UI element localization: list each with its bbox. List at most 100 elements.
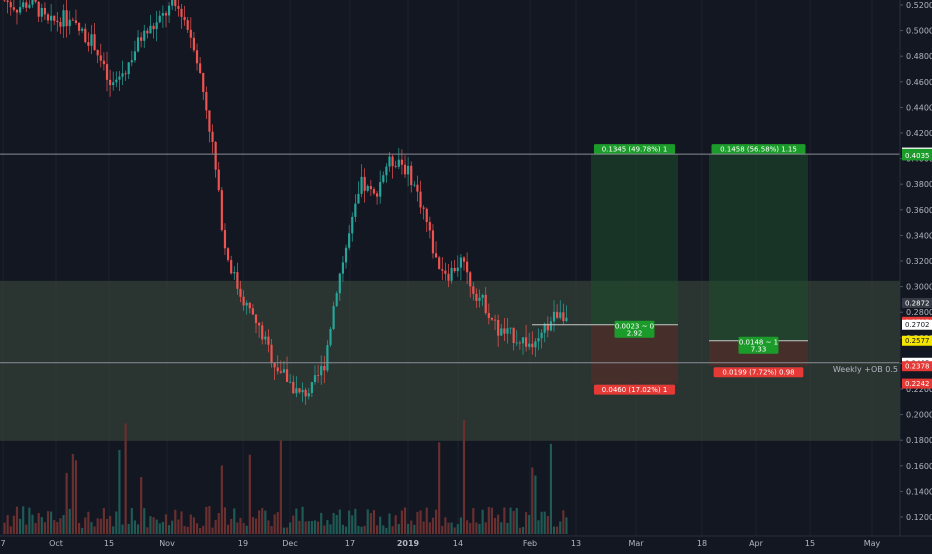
candle-body	[549, 321, 553, 331]
candle-body	[323, 365, 326, 371]
y-tick-label: 0.3200	[906, 257, 932, 266]
candle-body	[484, 294, 487, 314]
volume-bar	[105, 518, 109, 534]
candle-body	[509, 327, 512, 329]
volume-bar	[304, 521, 307, 534]
candle-body	[276, 367, 279, 372]
volume-bar	[28, 507, 31, 534]
x-tick-label: 18	[697, 539, 707, 548]
price-axis-panel[interactable]	[900, 0, 932, 550]
candle-body	[124, 73, 127, 75]
volume-bar	[177, 519, 180, 534]
candle-body	[493, 319, 497, 321]
volume-bar	[264, 510, 267, 534]
time-axis-panel[interactable]	[0, 536, 932, 550]
volume-bar	[270, 526, 273, 534]
volume-bar	[518, 527, 521, 534]
volume-bar	[31, 514, 34, 534]
volume-bar	[68, 508, 71, 534]
candle-body	[121, 73, 124, 77]
volume-bar	[43, 522, 46, 534]
candle-body	[136, 37, 140, 52]
volume-bar	[96, 518, 99, 534]
y-tick-label: 0.1400	[906, 487, 932, 496]
candle-body	[438, 257, 441, 270]
price-tag-box	[902, 319, 932, 330]
x-tick-label: 19	[238, 539, 248, 548]
volume-bar	[276, 512, 279, 534]
candle-body	[379, 182, 382, 197]
volume-bar	[295, 508, 298, 534]
volume-bar	[490, 507, 494, 534]
candle-body	[102, 60, 105, 65]
candle-body	[497, 320, 500, 336]
candle-body	[177, 6, 180, 9]
volume-bar	[509, 507, 512, 534]
candle-body	[77, 22, 81, 31]
volume-bar	[217, 513, 220, 534]
candle-body	[304, 389, 307, 397]
volume-bar	[363, 525, 366, 534]
volume-bar	[239, 517, 242, 534]
position-layer: 0.1345 (49.78%) 1 0.0023 ~ 02.92 0.0460 (1…	[532, 144, 808, 395]
candle-body	[273, 362, 276, 368]
volume-bar	[428, 522, 431, 534]
candle-body	[410, 165, 413, 186]
volume-bar	[503, 507, 506, 534]
volume-bar	[369, 513, 372, 534]
candle-body	[506, 328, 509, 334]
candle-body	[416, 184, 419, 192]
candle-body	[251, 308, 254, 315]
x-tick-label: Apr	[749, 539, 764, 548]
volume-bar	[161, 521, 164, 534]
volume-bar	[285, 527, 289, 534]
y-tick-label: 0.1200	[906, 513, 932, 522]
candle-body	[248, 302, 251, 309]
volume-bar	[360, 526, 363, 534]
candle-body	[298, 388, 301, 393]
volume-bar	[118, 449, 121, 534]
price-tag-label: 0.2872	[905, 299, 930, 307]
position-1-entry-label-1: 0.0023 ~ 0	[615, 323, 654, 331]
volume-bar	[34, 523, 37, 534]
volume-bar	[456, 524, 459, 534]
candle-body	[112, 82, 115, 86]
candle-body	[264, 336, 267, 340]
volume-bar	[500, 522, 503, 534]
volume-bar	[15, 506, 19, 534]
volume-bar	[261, 508, 264, 534]
candle-body	[167, 5, 171, 16]
volume-bar	[323, 525, 326, 534]
candle-body	[413, 184, 416, 186]
candle-body	[87, 42, 90, 46]
position-2-stop-label: 0.0199 (7.72%) 0.98	[722, 369, 794, 377]
volume-bar	[419, 510, 422, 534]
y-tick-label: 0.1600	[906, 462, 932, 471]
candle-body	[537, 338, 540, 342]
volume-bar	[403, 507, 407, 534]
price-tag-box	[902, 335, 932, 346]
position-1-entry-label-box	[614, 320, 655, 338]
volume-bar	[531, 467, 534, 534]
candle-body	[559, 312, 562, 318]
volume-bar	[391, 526, 394, 534]
candle-body	[556, 311, 559, 318]
volume-bar	[413, 524, 416, 534]
volume-bar	[493, 517, 497, 534]
candle-body	[192, 37, 196, 51]
y-tick-label: 0.4800	[906, 52, 932, 61]
candle-body	[354, 203, 357, 217]
volume-bar	[211, 527, 214, 534]
candle-body	[189, 29, 192, 38]
volume-bar	[226, 524, 230, 534]
volume-bar	[115, 511, 118, 534]
volume-bar	[183, 526, 186, 534]
candle-body	[428, 222, 431, 231]
volume-bar	[236, 522, 239, 534]
price-tag-label: 0.2577	[905, 337, 930, 345]
position-1-target-label: 0.1345 (49.78%) 1	[602, 146, 668, 154]
candle-body	[540, 332, 543, 339]
volume-bar	[258, 510, 261, 534]
candle-body	[481, 294, 484, 298]
